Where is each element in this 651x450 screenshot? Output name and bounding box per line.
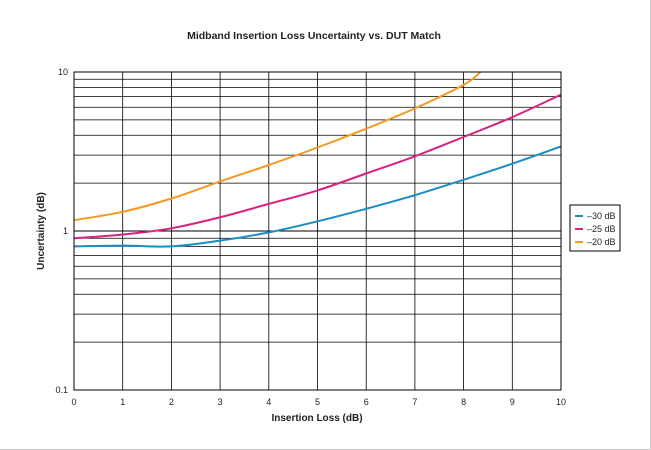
legend-label-0: –30 dB (587, 211, 616, 221)
x-tick-label: 2 (169, 397, 174, 407)
x-tick-labels: 0 1 2 3 4 5 6 7 8 9 10 (71, 397, 566, 407)
y-tick-label: 1 (63, 226, 68, 236)
y-axis-title: Uncertainty (dB) (36, 192, 47, 270)
y-tick-label: 0.1 (55, 385, 68, 395)
legend-label-1: –25 dB (587, 224, 616, 234)
x-axis-title: Insertion Loss (dB) (271, 413, 362, 424)
x-tick-label: 1 (120, 397, 125, 407)
x-tick-label: 0 (71, 397, 76, 407)
legend: –30 dB –25 dB –20 dB (570, 205, 620, 251)
x-tick-label: 8 (461, 397, 466, 407)
y-tick-label: 10 (58, 67, 68, 77)
x-tick-label: 6 (364, 397, 369, 407)
chart-title: Midband Insertion Loss Uncertainty vs. D… (187, 30, 441, 42)
y-tick-labels: 0.1 1 10 (55, 67, 68, 395)
x-tick-label: 3 (218, 397, 223, 407)
series-line-2 (74, 72, 481, 220)
x-tick-label: 7 (412, 397, 417, 407)
x-tick-label: 9 (510, 397, 515, 407)
x-tick-label: 4 (266, 397, 271, 407)
legend-label-2: –20 dB (587, 237, 616, 247)
x-tick-label: 10 (556, 397, 566, 407)
x-tick-label: 5 (315, 397, 320, 407)
